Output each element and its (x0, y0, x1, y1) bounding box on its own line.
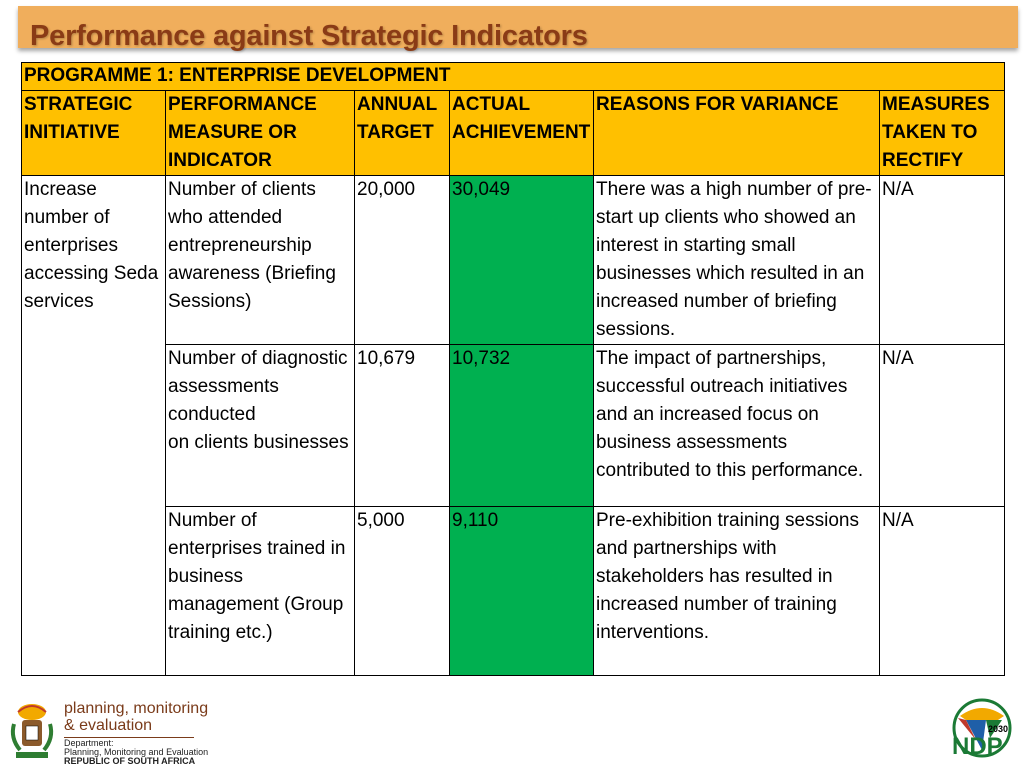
measure-cell: Number of enterprises trained in busines… (165, 506, 355, 676)
header-annual-target: ANNUAL TARGET (354, 90, 450, 176)
table-row: Number of enterprises trained in busines… (22, 506, 1006, 676)
ndp-year: 2030 (988, 724, 1009, 734)
header-row: STRATEGIC INITIATIVE PERFORMANCE MEASURE… (21, 90, 1006, 176)
ndp-logo-icon (952, 698, 1012, 758)
title-bar (18, 6, 1018, 48)
achievement-cell: 30,049 (449, 175, 594, 345)
achievement-cell: 9,110 (449, 506, 594, 676)
footer-divider (64, 737, 194, 738)
rectify-cell: N/A (878, 506, 1006, 676)
header-actual-achievement: ACTUAL ACHIEVEMENT (449, 90, 594, 176)
header-performance-measure: PERFORMANCE MEASURE OR INDICATOR (165, 90, 355, 176)
measure-cell: Number of clients who attended entrepren… (165, 175, 355, 345)
slide-title: Performance against Strategic Indicators (30, 20, 588, 52)
performance-table: PROGRAMME 1: ENTERPRISE DEVELOPMENT STRA… (20, 62, 1006, 676)
target-cell: 5,000 (354, 506, 450, 676)
header-measures-taken: MEASURES TAKEN TO RECTIFY (878, 90, 1006, 176)
rectify-cell: N/A (878, 344, 1006, 507)
department-name: Planning, Monitoring and Evaluation (64, 747, 209, 757)
reason-cell: Pre-exhibition training sessions and par… (593, 506, 880, 676)
table-row: Increase number of enterprises accessing… (21, 175, 1006, 676)
achievement-cell: 10,732 (449, 344, 594, 507)
target-cell: 20,000 (354, 175, 450, 345)
header-reasons-for-variance: REASONS FOR VARIANCE (593, 90, 880, 176)
strategic-initiative-cell: Increase number of enterprises accessing… (21, 175, 166, 676)
header-strategic-initiative: STRATEGIC INITIATIVE (21, 90, 166, 176)
table-row: Number of diagnostic assessments conduct… (22, 344, 1006, 507)
pme-wordmark-line1: planning, monitoring (64, 700, 209, 717)
reason-cell: The impact of partnerships, successful o… (593, 344, 880, 507)
rectify-cell: N/A (878, 175, 1006, 345)
measure-cell: Number of diagnostic assessments conduct… (165, 344, 355, 507)
pme-wordmark-line2: & evaluation (64, 717, 153, 734)
target-cell: 10,679 (354, 344, 450, 507)
programme-title: PROGRAMME 1: ENTERPRISE DEVELOPMENT (20, 62, 1006, 91)
programme-row: PROGRAMME 1: ENTERPRISE DEVELOPMENT (20, 62, 1006, 91)
department-label: Department: (64, 738, 114, 748)
coat-of-arms-icon (10, 704, 54, 758)
reason-cell: There was a high number of pre-start up … (593, 175, 880, 345)
ndp-wordmark: NDP (952, 733, 1003, 760)
country-name: REPUBLIC OF SOUTH AFRICA (64, 756, 196, 766)
